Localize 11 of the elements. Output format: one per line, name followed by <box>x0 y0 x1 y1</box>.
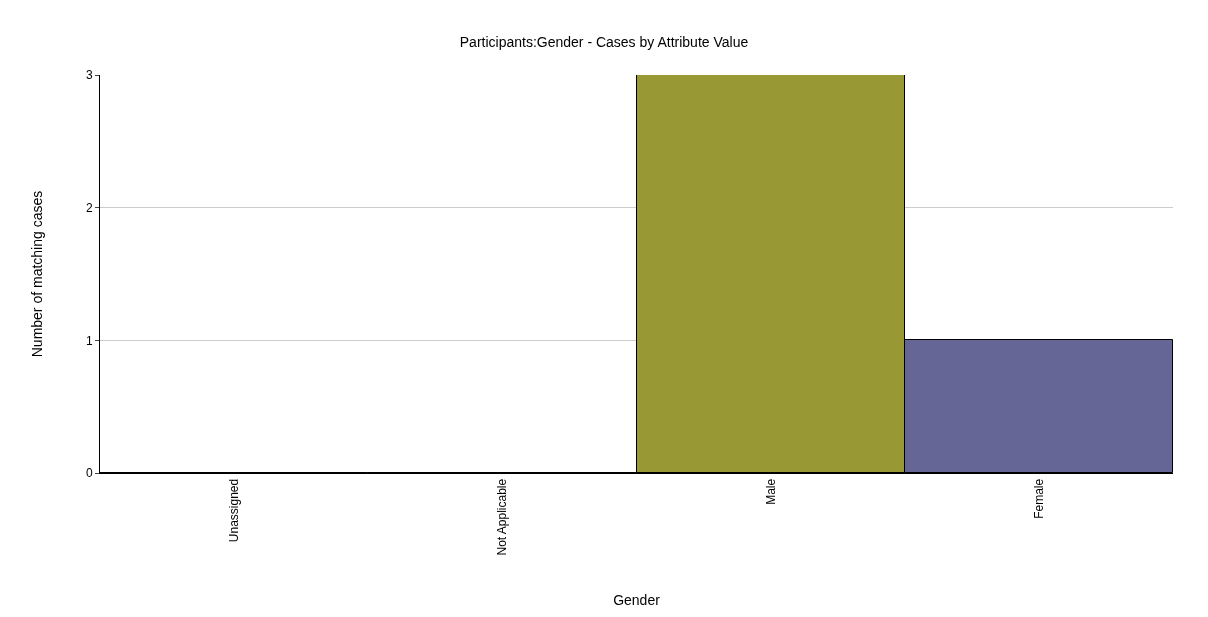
x-tick-label: Not Applicable <box>495 478 510 556</box>
x-tick-label: Male <box>763 478 778 505</box>
y-tick-label: 3 <box>85 68 93 83</box>
y-axis-title: Number of matching cases <box>28 190 45 358</box>
y-tick-label: 0 <box>85 466 93 481</box>
x-axis-title: Gender <box>613 591 661 608</box>
chart-title: Participants:Gender - Cases by Attribute Value <box>459 33 749 50</box>
y-tick-label: 1 <box>85 333 93 348</box>
y-tick-label: 2 <box>85 200 93 215</box>
x-tick-label: Female <box>1031 478 1046 519</box>
x-tick-label: Unassigned <box>227 478 242 543</box>
